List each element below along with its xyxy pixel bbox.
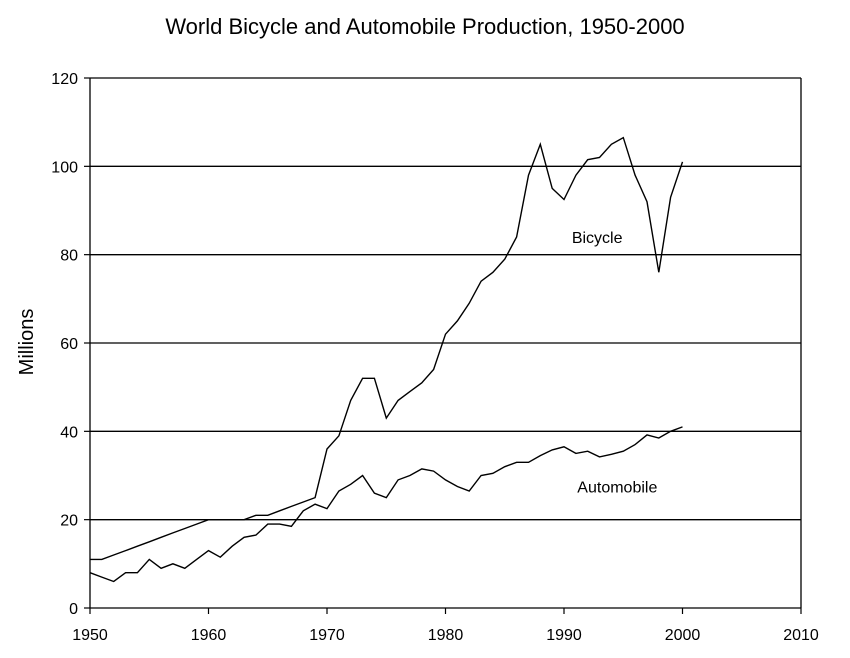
series-line-automobile <box>89 426 683 583</box>
x-tick-label-1970: 1970 <box>309 627 345 644</box>
x-tick-label-2000: 2000 <box>665 627 701 644</box>
gridlines <box>90 77 802 608</box>
y-tick-label-80: 80 <box>60 248 78 265</box>
annotation-bicycle: Bicycle <box>572 230 623 247</box>
y-tick-label-20: 20 <box>60 513 78 530</box>
y-tick-label-100: 100 <box>51 159 78 176</box>
x-ticks: 1950 1960 1970 1980 1990 2000 2010 <box>72 608 819 644</box>
y-tick-label-120: 120 <box>51 71 78 88</box>
x-tick-label-1950: 1950 <box>72 627 108 644</box>
series-lines <box>89 136 684 583</box>
x-tick-label-2010: 2010 <box>783 627 819 644</box>
y-tick-label-0: 0 <box>69 601 78 618</box>
series-line-bicycle <box>90 136 684 561</box>
x-tick-label-1960: 1960 <box>191 627 227 644</box>
y-tick-label-40: 40 <box>60 424 78 441</box>
y-ticks: 0 20 40 60 80 100 120 <box>51 71 90 618</box>
annotations: Bicycle Automobile <box>572 230 658 497</box>
x-tick-label-1990: 1990 <box>546 627 582 644</box>
x-tick-label-1980: 1980 <box>428 627 464 644</box>
annotation-automobile: Automobile <box>577 480 657 497</box>
chart-title: World Bicycle and Automobile Production,… <box>165 14 685 39</box>
y-axis-label: Millions <box>16 309 38 376</box>
y-tick-label-60: 60 <box>60 336 78 353</box>
